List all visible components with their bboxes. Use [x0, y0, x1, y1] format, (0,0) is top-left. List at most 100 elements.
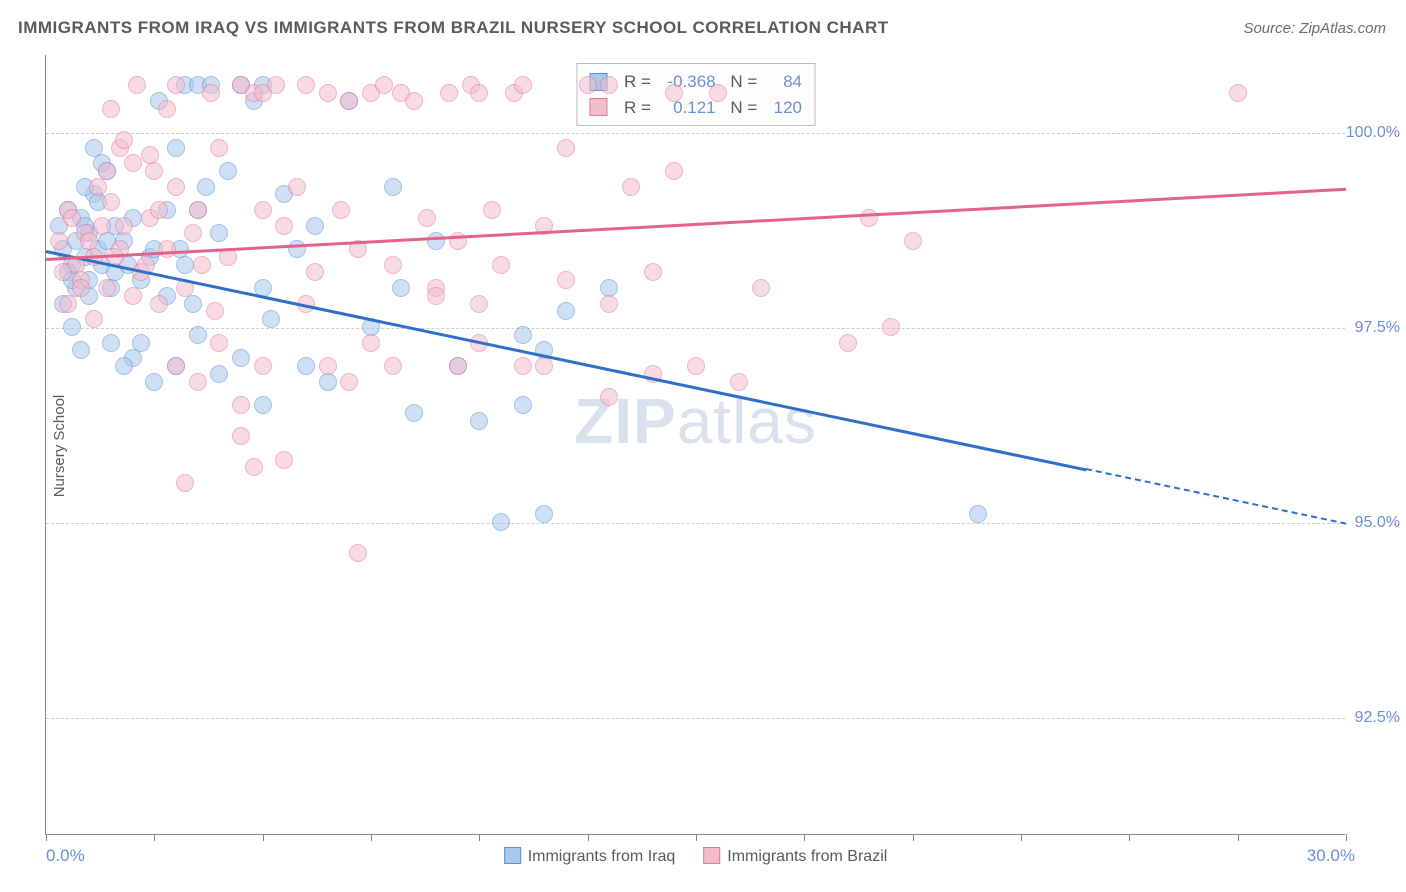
point-brazil	[839, 334, 857, 352]
point-brazil	[622, 178, 640, 196]
point-brazil	[80, 232, 98, 250]
point-iraq	[470, 412, 488, 430]
point-brazil	[384, 256, 402, 274]
point-brazil	[141, 146, 159, 164]
chart-title: IMMIGRANTS FROM IRAQ VS IMMIGRANTS FROM …	[18, 18, 889, 38]
point-brazil	[405, 92, 423, 110]
point-brazil	[730, 373, 748, 391]
point-brazil	[449, 357, 467, 375]
point-iraq	[969, 505, 987, 523]
point-brazil	[89, 178, 107, 196]
y-tick-label: 100.0%	[1346, 124, 1400, 142]
point-brazil	[362, 334, 380, 352]
point-brazil	[600, 76, 618, 94]
point-brazil	[63, 209, 81, 227]
point-brazil	[254, 357, 272, 375]
scatter-plot-area: ZIPatlas R = -0.368 N = 84 R = 0.121 N =…	[45, 55, 1345, 835]
point-brazil	[440, 84, 458, 102]
y-tick-label: 95.0%	[1355, 514, 1400, 532]
point-iraq	[184, 295, 202, 313]
x-tick	[1238, 834, 1239, 841]
point-brazil	[644, 263, 662, 281]
point-iraq	[219, 162, 237, 180]
point-iraq	[232, 349, 250, 367]
point-iraq	[63, 318, 81, 336]
point-brazil	[319, 357, 337, 375]
correlation-stats-box: R = -0.368 N = 84 R = 0.121 N = 120	[576, 63, 815, 126]
point-brazil	[158, 240, 176, 258]
point-brazil	[470, 295, 488, 313]
legend-item-iraq: Immigrants from Iraq	[504, 847, 676, 866]
gridline	[46, 718, 1345, 719]
point-iraq	[72, 341, 90, 359]
point-brazil	[245, 458, 263, 476]
x-tick	[371, 834, 372, 841]
point-brazil	[514, 76, 532, 94]
point-brazil	[709, 84, 727, 102]
point-iraq	[262, 310, 280, 328]
point-brazil	[665, 162, 683, 180]
point-brazil	[579, 76, 597, 94]
point-iraq	[210, 365, 228, 383]
point-brazil	[600, 388, 618, 406]
point-brazil	[206, 302, 224, 320]
point-brazil	[882, 318, 900, 336]
point-brazil	[193, 256, 211, 274]
series-legend: Immigrants from Iraq Immigrants from Bra…	[504, 847, 888, 866]
point-brazil	[98, 162, 116, 180]
point-brazil	[167, 178, 185, 196]
point-brazil	[102, 100, 120, 118]
point-brazil	[98, 279, 116, 297]
point-brazil	[418, 209, 436, 227]
point-iraq	[427, 232, 445, 250]
x-tick	[46, 834, 47, 841]
x-tick	[154, 834, 155, 841]
point-brazil	[332, 201, 350, 219]
point-brazil	[115, 131, 133, 149]
point-brazil	[150, 295, 168, 313]
point-brazil	[145, 162, 163, 180]
point-brazil	[189, 373, 207, 391]
point-iraq	[102, 334, 120, 352]
point-iraq	[115, 357, 133, 375]
point-brazil	[275, 217, 293, 235]
point-brazil	[128, 76, 146, 94]
point-iraq	[254, 396, 272, 414]
trend-line-extrapolated	[1086, 468, 1346, 525]
x-tick	[588, 834, 589, 841]
point-iraq	[535, 505, 553, 523]
point-brazil	[535, 357, 553, 375]
gridline	[46, 523, 1345, 524]
point-brazil	[176, 474, 194, 492]
stat-row-brazil: R = 0.121 N = 120	[589, 95, 802, 121]
point-brazil	[470, 84, 488, 102]
point-brazil	[349, 544, 367, 562]
x-axis-min: 0.0%	[46, 846, 85, 866]
point-iraq	[557, 302, 575, 320]
point-brazil	[210, 139, 228, 157]
point-brazil	[319, 84, 337, 102]
point-brazil	[1229, 84, 1247, 102]
point-brazil	[184, 224, 202, 242]
x-tick	[263, 834, 264, 841]
point-brazil	[72, 279, 90, 297]
point-brazil	[557, 139, 575, 157]
point-iraq	[288, 240, 306, 258]
point-brazil	[340, 373, 358, 391]
point-iraq	[132, 334, 150, 352]
point-brazil	[85, 310, 103, 328]
y-tick-label: 92.5%	[1355, 709, 1400, 727]
point-iraq	[514, 326, 532, 344]
x-tick	[1346, 834, 1347, 841]
point-iraq	[297, 357, 315, 375]
x-tick	[804, 834, 805, 841]
point-iraq	[145, 373, 163, 391]
point-brazil	[297, 76, 315, 94]
point-iraq	[384, 178, 402, 196]
gridline	[46, 133, 1345, 134]
x-tick	[913, 834, 914, 841]
point-brazil	[102, 193, 120, 211]
point-brazil	[202, 84, 220, 102]
point-brazil	[167, 357, 185, 375]
point-iraq	[492, 513, 510, 531]
